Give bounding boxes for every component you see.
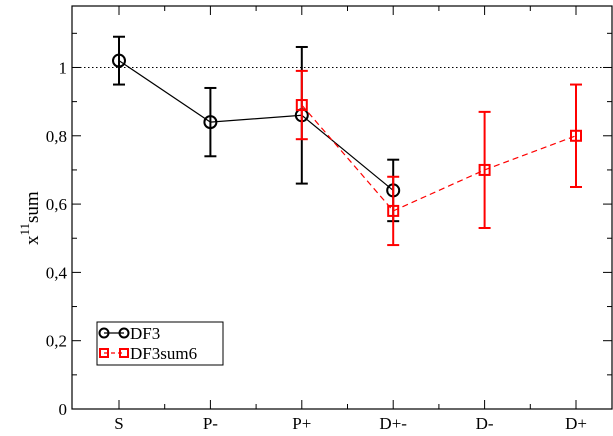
plot-frame-group [71, 5, 613, 410]
x-tick-label: P+ [292, 414, 311, 433]
x-tick-label: D+ [565, 414, 587, 433]
y-tick-label: 1 [59, 58, 68, 77]
legend-entry-df3: DF3 [98, 324, 160, 343]
x-axis-ticks: S P- P+ D+- D- D+ [114, 6, 587, 433]
legend-marker-square [119, 348, 129, 358]
y-tick-label: 0 [59, 400, 68, 419]
y-axis-title: x11sum [17, 191, 43, 245]
series-line [118, 60, 394, 191]
data-point-square [570, 129, 582, 142]
series-layer [112, 35, 582, 247]
data-point-circle [112, 53, 126, 68]
x-tick-label: S [114, 414, 123, 433]
plot-frame [71, 5, 613, 410]
legend-entry-df3sum6: DF3sum6 [99, 344, 197, 363]
legend-label: DF3 [130, 324, 160, 343]
y-tick-label: 0,8 [46, 127, 67, 146]
x-tick-label: P- [203, 414, 218, 433]
x-tick-label: D- [476, 414, 494, 433]
data-point-circle [203, 115, 218, 130]
data-point-square [387, 204, 400, 217]
legend-label: DF3sum6 [130, 344, 197, 363]
y-axis-title-superscript: 11 [17, 223, 32, 236]
data-point-square [295, 99, 308, 112]
legend-marker-square [99, 348, 109, 358]
y-tick-label: 0,4 [46, 263, 68, 282]
y-axis-title-subscript: sum [22, 191, 43, 223]
y-tick-label: 0,6 [46, 195, 67, 214]
y-axis-title-base: x [22, 235, 43, 245]
y-tick-label: 0,2 [46, 332, 67, 351]
legend-marker-circle [98, 327, 110, 339]
legend-box [96, 321, 224, 366]
y-axis-ticks: 0 0,2 0,4 0,6 0,8 1 [46, 32, 612, 419]
series-line [301, 104, 577, 212]
x-tick-label: D+- [379, 414, 407, 433]
series-df3sum6 [295, 69, 582, 247]
legend-marker-circle [118, 327, 130, 339]
data-point-square [478, 163, 491, 176]
series-df3 [112, 35, 401, 223]
